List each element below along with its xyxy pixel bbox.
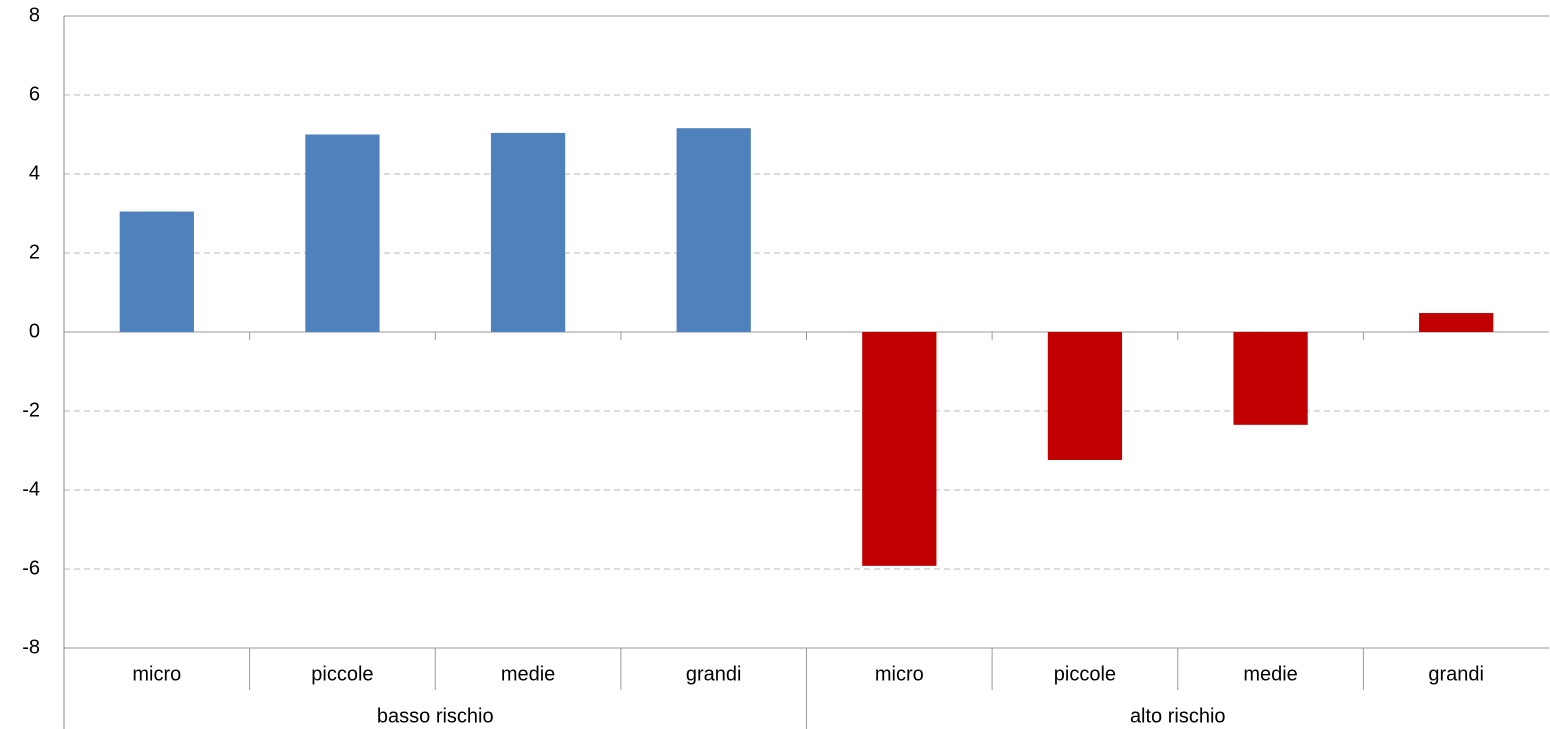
y-tick-label: 0 bbox=[29, 320, 40, 342]
x-tick-label: piccole bbox=[1054, 663, 1116, 685]
y-tick-label: -8 bbox=[22, 636, 40, 658]
x-tick-label: micro bbox=[875, 663, 924, 685]
x-tick-label: medie bbox=[501, 663, 555, 685]
bar bbox=[1233, 332, 1308, 425]
bar bbox=[1047, 332, 1123, 460]
bar bbox=[490, 132, 566, 332]
y-tick-label: 4 bbox=[29, 162, 40, 184]
y-tick-label: -2 bbox=[22, 399, 40, 421]
y-tick-label: -6 bbox=[22, 557, 40, 579]
x-tick-label: medie bbox=[1243, 663, 1297, 685]
x-tick-label: grandi bbox=[686, 663, 742, 685]
x-tick-label: micro bbox=[132, 663, 181, 685]
x-tick-label: grandi bbox=[1428, 663, 1484, 685]
bar bbox=[1419, 313, 1494, 332]
group-label: alto rischio bbox=[1130, 705, 1226, 727]
y-tick-label: 6 bbox=[29, 83, 40, 105]
y-tick-label: -4 bbox=[22, 478, 40, 500]
group-label: basso rischio bbox=[377, 705, 494, 727]
bar bbox=[305, 134, 380, 332]
bar bbox=[862, 332, 937, 566]
x-tick-label: piccole bbox=[311, 663, 373, 685]
bar bbox=[676, 128, 751, 332]
bar bbox=[119, 211, 194, 332]
y-tick-label: 2 bbox=[29, 241, 40, 263]
y-tick-label: 8 bbox=[29, 4, 40, 26]
